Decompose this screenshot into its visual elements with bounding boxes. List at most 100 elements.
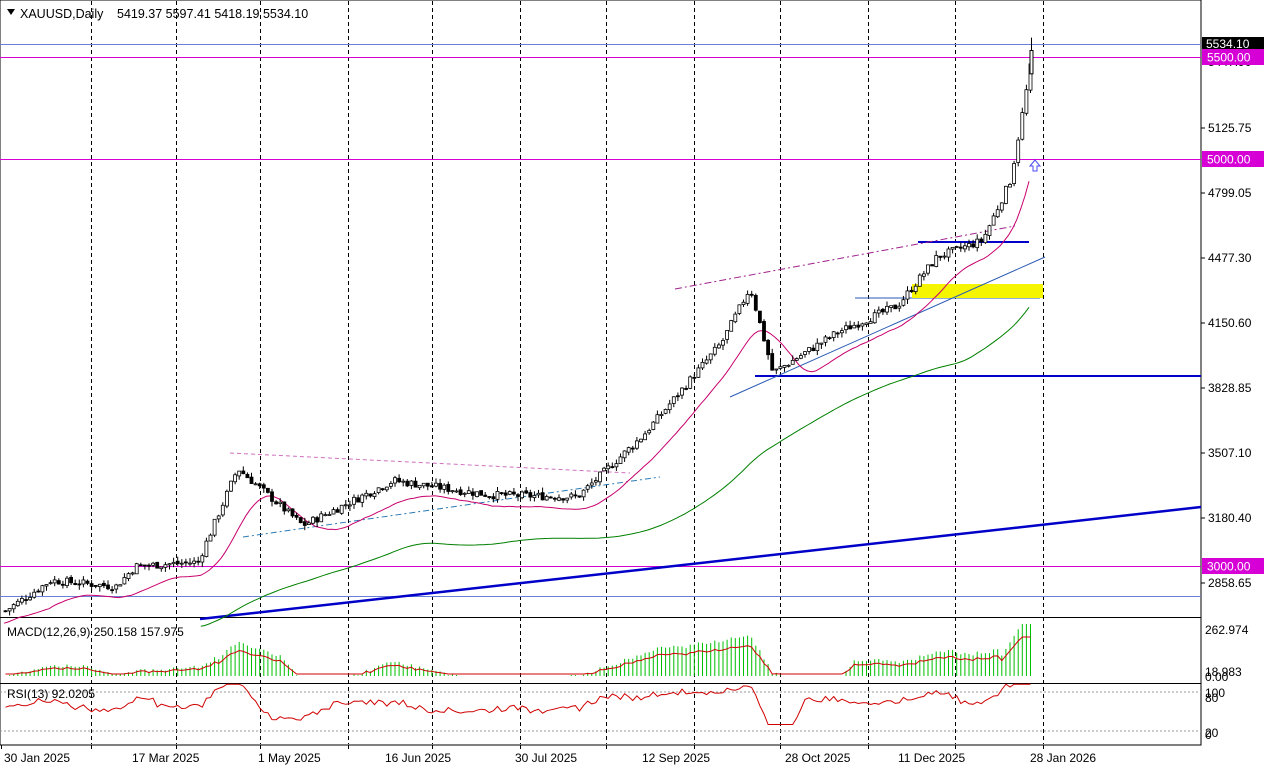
- candle-body: [24, 599, 28, 601]
- candle-body: [356, 497, 361, 503]
- candle-body: [352, 496, 356, 505]
- candle-body: [339, 504, 344, 514]
- candle-body: [142, 564, 147, 567]
- candle-body: [794, 358, 799, 361]
- candle-body: [212, 518, 217, 536]
- candle-body: [934, 255, 939, 267]
- candle-body: [171, 561, 176, 565]
- candle-body: [81, 579, 86, 585]
- candle-body: [159, 566, 164, 570]
- time-tick-label: 30 Jul 2025: [515, 751, 577, 765]
- candle-body: [438, 483, 443, 490]
- candle-body: [306, 522, 311, 525]
- candle-body: [368, 493, 373, 497]
- candle-body: [868, 321, 873, 324]
- candle-body: [32, 591, 37, 598]
- candle-body: [1020, 112, 1025, 140]
- candle-body: [458, 489, 463, 496]
- dashdot-resistance[interactable]: [674, 225, 1016, 290]
- candle-body: [626, 447, 631, 453]
- candle-body: [495, 491, 500, 500]
- candle-body: [680, 387, 684, 396]
- candle-body: [958, 246, 963, 249]
- candle-body: [237, 470, 242, 477]
- macd-axis-label: 0.00: [1205, 670, 1229, 684]
- candle-body: [692, 376, 697, 379]
- candle-body: [717, 344, 721, 349]
- rsi-line: [5, 683, 1031, 725]
- price-tick-label: 4150.60: [1208, 316, 1252, 330]
- candle-body: [110, 589, 114, 592]
- dashdot-support[interactable]: [242, 476, 661, 538]
- price-tick-label: 4799.05: [1208, 186, 1252, 200]
- candle-body: [643, 433, 647, 441]
- dropdown-triangle-icon[interactable]: [7, 9, 15, 15]
- candle-body: [122, 577, 127, 585]
- candle-body: [635, 440, 639, 449]
- candle-body: [323, 514, 328, 517]
- candle-body: [893, 304, 898, 310]
- candle-body: [676, 395, 680, 398]
- candle-body: [372, 493, 377, 498]
- candle-body: [130, 572, 135, 575]
- level-label-box: [1202, 49, 1264, 65]
- candle-body: [885, 305, 889, 313]
- candle-body: [512, 491, 516, 495]
- candle-body: [65, 577, 69, 587]
- candle-body: [799, 355, 803, 359]
- candle-body: [585, 485, 590, 490]
- candle-body: [126, 573, 131, 579]
- ohlc-values: 5419.37 5597.41 5418.19 5534.10: [117, 7, 308, 21]
- candle-body: [524, 490, 529, 494]
- candle-body: [483, 494, 488, 497]
- candle-body: [450, 490, 455, 493]
- candle-body: [454, 490, 459, 493]
- candle-body: [290, 508, 295, 517]
- candle-body: [114, 584, 119, 590]
- candle-body: [831, 331, 836, 338]
- candle-body: [229, 480, 233, 492]
- candle-body: [704, 359, 709, 364]
- candle-body: [327, 514, 332, 516]
- candle-body: [532, 495, 537, 499]
- candle-body: [889, 305, 893, 308]
- candle-body: [384, 486, 389, 491]
- rsi-axis-label: 80: [1205, 691, 1219, 705]
- candle-body: [93, 584, 98, 587]
- candle-body: [151, 562, 156, 566]
- candle-body: [40, 585, 45, 593]
- candle-body: [11, 604, 16, 610]
- candle-body: [844, 325, 848, 331]
- candle-body: [261, 484, 266, 489]
- candle-body: [807, 347, 811, 352]
- time-tick-label: 1 May 2025: [258, 751, 321, 765]
- candle-body: [860, 323, 865, 327]
- candle-body: [1008, 184, 1012, 188]
- rising-channel-line[interactable]: [729, 256, 1046, 398]
- price-tick-label: 4477.30: [1208, 251, 1252, 265]
- candle-body: [774, 368, 779, 371]
- time-axis[interactable]: 30 Jan 2025 17 Mar 2025 1 May 2025 16 Jun 2…: [1, 745, 1097, 765]
- candle-body: [655, 414, 660, 424]
- candle-body: [589, 482, 594, 486]
- candle-body: [220, 504, 225, 516]
- last-candle: [1029, 49, 1034, 75]
- candle-body: [581, 489, 586, 498]
- level-label-box: [1202, 558, 1264, 574]
- dashed-resistance[interactable]: [229, 452, 631, 474]
- candle-body: [196, 560, 201, 563]
- candle-body: [434, 482, 438, 487]
- candle-body: [315, 517, 320, 523]
- candle-body: [69, 576, 73, 584]
- candle-body: [360, 494, 365, 503]
- candle-body: [905, 290, 910, 300]
- candle-body: [233, 474, 238, 483]
- candle-body: [1012, 163, 1016, 184]
- candle-body: [3, 610, 8, 613]
- highlight-zone[interactable]: [912, 284, 1043, 298]
- long-trendline[interactable]: [199, 505, 1202, 621]
- time-tick-label: 28 Oct 2025: [785, 751, 851, 765]
- macd-axis-label: 18.983: [1205, 665, 1242, 679]
- price-axis[interactable]: 5125.75 4799.05 4477.30 4150.60 3828.85 3507.…: [1201, 37, 1264, 742]
